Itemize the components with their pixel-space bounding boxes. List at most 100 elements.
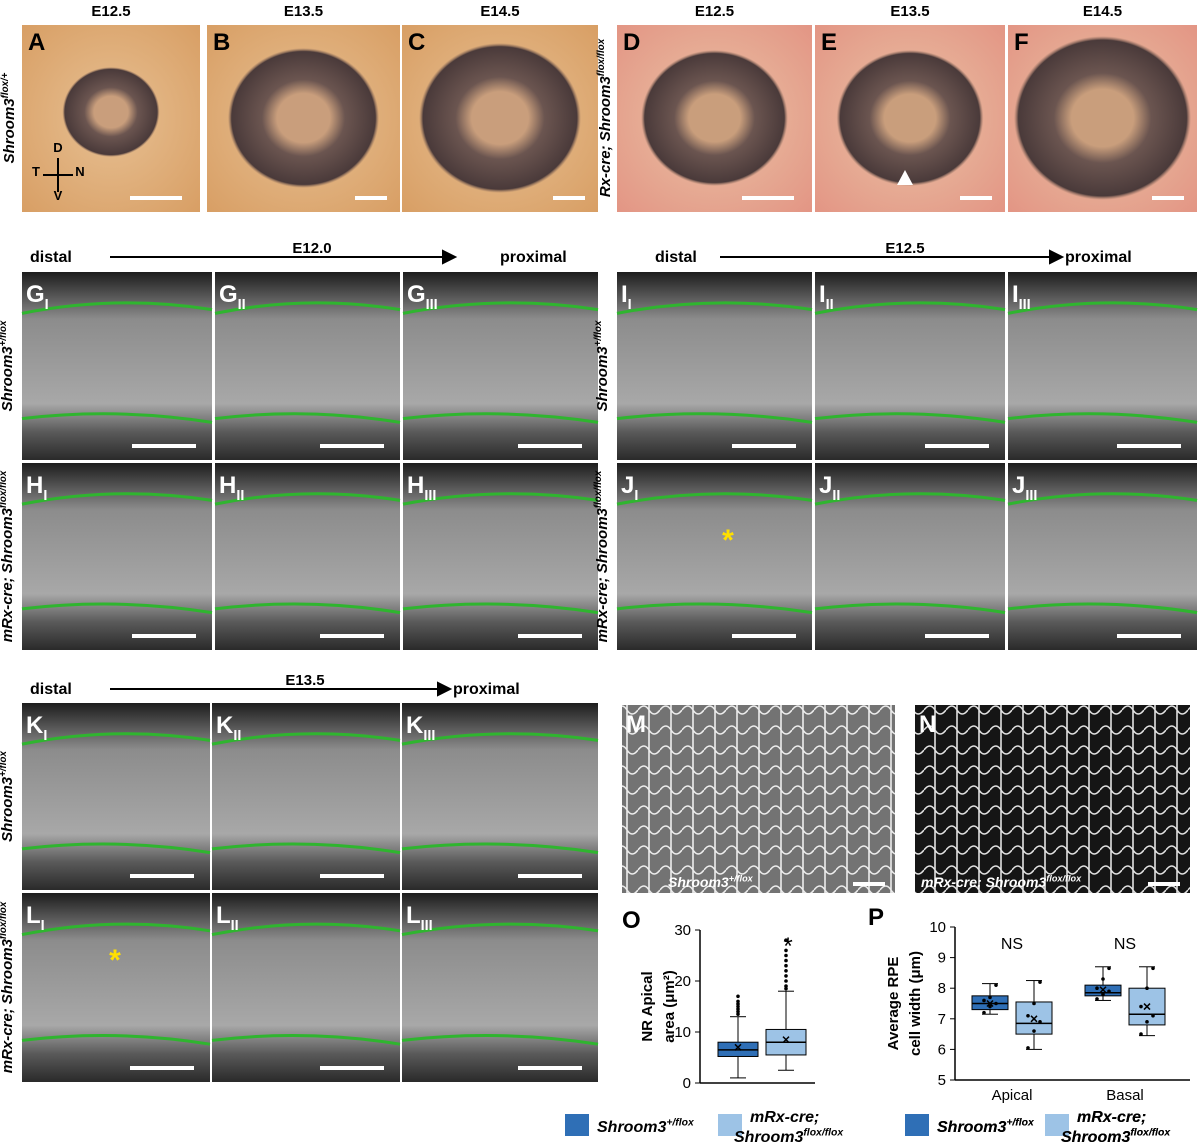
mean-marker (734, 1043, 742, 1051)
data-point (1032, 1001, 1036, 1006)
script-text: +/flox (1006, 1118, 1035, 1129)
data-point (1139, 1032, 1143, 1036)
script-text: I (43, 728, 47, 744)
script-text: I (628, 297, 632, 313)
script-text: II (238, 297, 246, 313)
micrograph (212, 893, 400, 1082)
y-tick-label: 6 (938, 1041, 946, 1058)
panel-letter: F (1014, 29, 1029, 56)
outlier (784, 958, 788, 963)
script-text: +/flox (0, 320, 9, 346)
membrane-signal (402, 301, 599, 424)
micrograph (915, 705, 1190, 893)
legend-label: Shroom3flox/flox (734, 1128, 844, 1145)
data-point (1145, 986, 1149, 990)
outlier (736, 1009, 740, 1014)
script-text: flox/flox (596, 38, 607, 76)
panel-letter: JII (819, 472, 840, 504)
direction-arrow (720, 249, 1065, 265)
outlier (736, 1007, 740, 1011)
direction-arrow (110, 249, 458, 265)
micrograph (22, 463, 212, 650)
micrograph (617, 463, 812, 650)
direction-arrow (110, 681, 453, 697)
script-text: II (832, 488, 840, 504)
orientation-cross (43, 158, 73, 192)
membrane-signal (1007, 301, 1198, 424)
y-tick-label: 8 (938, 980, 946, 997)
script-text: II (236, 488, 244, 504)
y-tick-label: 30 (674, 922, 691, 939)
panel-letter: HII (219, 472, 244, 504)
asterisk: * (722, 524, 734, 557)
text-part: Shroom3 (0, 938, 16, 1004)
text-part: Rx-cre; (597, 141, 614, 197)
eye (62, 67, 160, 157)
data-point (982, 1010, 986, 1015)
y-tick-label: 20 (674, 973, 691, 990)
legend-swatch (905, 1114, 929, 1136)
text-part: Shroom3 (594, 507, 611, 573)
text-part: H (26, 472, 43, 499)
script-text: III (423, 728, 435, 744)
direction-label: distal (30, 249, 72, 266)
data-point (982, 998, 986, 1003)
mean-marker (1143, 1003, 1151, 1011)
eye (1013, 36, 1192, 200)
mean-marker (782, 1036, 790, 1044)
legend-label: Shroom3+/flox (937, 1118, 1035, 1136)
panel-letter: GIII (407, 281, 438, 313)
data-point (1101, 977, 1105, 981)
direction-label: proximal (1065, 249, 1132, 266)
data-point (994, 983, 998, 987)
panel-letter: C (408, 29, 425, 56)
text-part: Shroom3 (0, 776, 16, 842)
panel-letter: HIII (407, 472, 436, 504)
genotype-label: Shroom3+/flox (0, 751, 16, 842)
direction-label: distal (655, 249, 697, 266)
membrane-signal (401, 732, 599, 855)
script-text: II (231, 918, 239, 934)
stage-label: E12.5 (885, 240, 924, 257)
stage-label: E14.5 (480, 3, 519, 20)
script-text: III (421, 918, 433, 934)
legend-label: mRx-cre; (1077, 1109, 1146, 1126)
micrograph (622, 705, 895, 893)
membrane-signal (214, 492, 401, 615)
stage-label: E12.5 (91, 3, 130, 20)
script-text: III (1025, 488, 1037, 504)
script-text: +/flox (1006, 1118, 1035, 1129)
panel-letter: II (621, 281, 632, 313)
micrograph (22, 703, 210, 890)
panel-letter: B (213, 29, 230, 56)
y-tick-label: 7 (938, 1011, 946, 1028)
outlier (784, 979, 788, 983)
genotype-label: mRx-cre; Shroom3flox/flox (0, 470, 16, 642)
text-part: Shroom3 (1, 98, 18, 164)
membrane-signal (21, 732, 211, 855)
script-text: I (43, 488, 47, 504)
panel-letter: JI (621, 472, 638, 504)
membrane-signal (21, 301, 213, 424)
membrane-signal (1007, 492, 1198, 615)
legend-label: Shroom3+/flox (937, 1118, 1035, 1136)
text-part: G (407, 281, 426, 308)
text-part: G (26, 281, 45, 308)
membrane-signal (616, 301, 813, 424)
script-text: I (45, 297, 49, 313)
membrane-signal (814, 492, 1006, 615)
text-part: Shroom3 (734, 1129, 803, 1145)
mean-marker (986, 999, 994, 1008)
membrane-signal (211, 732, 401, 855)
script-text: I (634, 488, 638, 504)
script-text: flox/flox (803, 1128, 844, 1139)
membrane-signal (616, 492, 813, 615)
x-tick-label: Basal (1106, 1087, 1144, 1104)
legend-label: Shroom3flox/flox (1061, 1128, 1171, 1145)
outlier (784, 969, 788, 973)
micrograph (22, 272, 212, 460)
genotype-label: Shroom3+/flox (0, 320, 16, 411)
stage-label: E13.5 (284, 3, 323, 20)
panel-letter: KIII (406, 712, 435, 744)
text-part: Shroom3 (1061, 1129, 1130, 1145)
